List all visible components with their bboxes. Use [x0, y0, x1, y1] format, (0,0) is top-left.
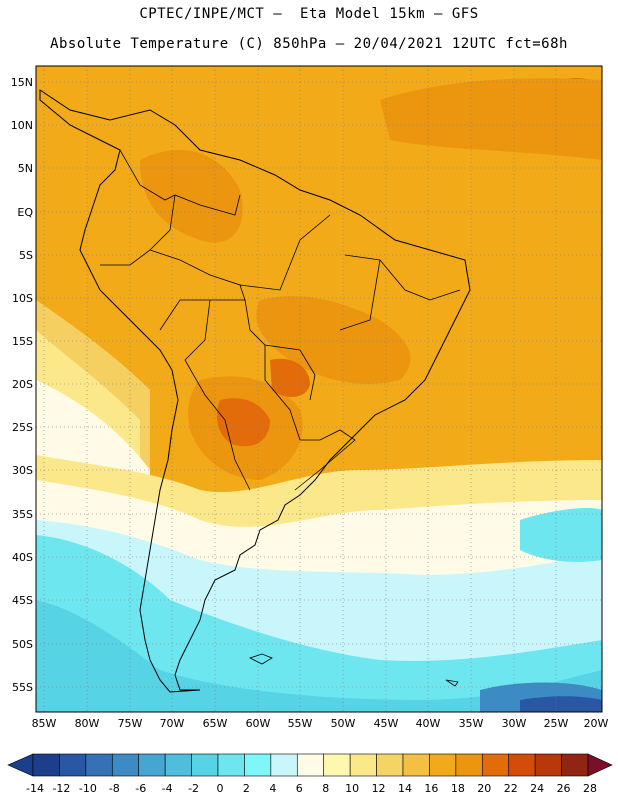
- colorbar-swatch: [455, 753, 483, 777]
- colorbar-swatch: [508, 753, 536, 777]
- lon-label: 50W: [331, 717, 356, 730]
- lat-label: 10N: [11, 119, 33, 132]
- colorbar: [7, 753, 613, 777]
- colorbar-label: 24: [530, 782, 544, 795]
- colorbar-swatch: [59, 753, 87, 777]
- colorbar-swatch: [323, 753, 351, 777]
- colorbar-swatch: [429, 753, 457, 777]
- lon-label: 70W: [160, 717, 185, 730]
- lon-label: 45W: [374, 717, 399, 730]
- colorbar-label: 22: [504, 782, 518, 795]
- colorbar-arrow-high: [587, 753, 613, 777]
- lat-label: 20S: [12, 378, 33, 391]
- colorbar-label: -4: [162, 782, 173, 795]
- lon-label: 20W: [584, 717, 609, 730]
- lat-label: 15N: [11, 76, 33, 89]
- colorbar-label: 2: [243, 782, 250, 795]
- lon-label: 75W: [118, 717, 143, 730]
- colorbar-swatch: [561, 753, 589, 777]
- colorbar-label: 12: [372, 782, 386, 795]
- lat-label: 15S: [12, 335, 33, 348]
- colorbar-label: 20: [477, 782, 491, 795]
- colorbar-label: -12: [52, 782, 70, 795]
- colorbar-swatch: [244, 753, 272, 777]
- colorbar-labels: -14 -12 -10 -8 -6 -4 -2 0 2 4 6 8 10 12 14 16 18 20 22 24 26…: [26, 782, 597, 795]
- colorbar-swatch: [217, 753, 245, 777]
- lon-label: 30W: [502, 717, 527, 730]
- colorbar-label: -8: [109, 782, 120, 795]
- continent-outline: [39, 89, 471, 693]
- colorbar-label: 6: [296, 782, 303, 795]
- lon-label: 35W: [459, 717, 484, 730]
- lon-label: 25W: [544, 717, 569, 730]
- lat-label: 45S: [12, 594, 33, 607]
- longitude-labels: 85W 80W 75W 70W 65W 60W 55W 50W 45W 40W …: [32, 717, 609, 730]
- lat-label: 30S: [12, 464, 33, 477]
- latitude-labels: 15N 10N 5N EQ 5S 10S 15S 20S 25S 30S 35S…: [11, 76, 34, 694]
- colorbar-swatch: [164, 753, 192, 777]
- lat-label: 35S: [12, 508, 33, 521]
- lat-label: 10S: [12, 292, 33, 305]
- colorbar-swatch: [111, 753, 140, 777]
- colorbar-label: 14: [398, 782, 412, 795]
- lon-label: 80W: [75, 717, 100, 730]
- temperature-field: [36, 66, 602, 712]
- lat-label: 5S: [19, 249, 33, 262]
- lon-label: 55W: [288, 717, 313, 730]
- lat-label: 40S: [12, 551, 33, 564]
- colorbar-swatch: [85, 753, 113, 777]
- colorbar-swatch: [534, 753, 562, 777]
- map-title-line2: Absolute Temperature (C) 850hPa – 20/04/…: [50, 36, 568, 52]
- colorbar-swatch: [138, 753, 166, 777]
- colorbar-swatch: [32, 753, 60, 777]
- colorbar-label: 4: [269, 782, 276, 795]
- colorbar-swatch: [481, 753, 510, 777]
- lat-label: 5N: [18, 162, 33, 175]
- colorbar-label: -14: [26, 782, 44, 795]
- colorbar-swatch: [402, 753, 430, 777]
- colorbar-arrow-low: [7, 753, 34, 777]
- colorbar-label: -6: [135, 782, 146, 795]
- lon-label: 65W: [203, 717, 228, 730]
- lat-label: 55S: [12, 681, 33, 694]
- colorbar-swatch: [376, 753, 404, 777]
- colorbar-label: 18: [451, 782, 465, 795]
- lon-label: 60W: [246, 717, 271, 730]
- lon-label: 85W: [32, 717, 57, 730]
- colorbar-label: 26: [557, 782, 571, 795]
- lat-label: EQ: [17, 206, 33, 219]
- lat-label: 25S: [12, 421, 33, 434]
- colorbar-label: 28: [583, 782, 597, 795]
- colorbar-label: 8: [322, 782, 329, 795]
- colorbar-swatch: [191, 753, 219, 777]
- lat-label: 50S: [12, 638, 33, 651]
- colorbar-label: 0: [217, 782, 224, 795]
- colorbar-label: -10: [79, 782, 97, 795]
- colorbar-label: 10: [345, 782, 359, 795]
- map-title-line1: CPTEC/INPE/MCT – Eta Model 15km – GFS: [139, 6, 479, 22]
- colorbar-swatch: [296, 753, 325, 777]
- colorbar-label: 16: [424, 782, 438, 795]
- colorbar-swatch: [349, 753, 377, 777]
- colorbar-swatch: [270, 753, 298, 777]
- lon-label: 40W: [416, 717, 441, 730]
- colorbar-label: -2: [188, 782, 199, 795]
